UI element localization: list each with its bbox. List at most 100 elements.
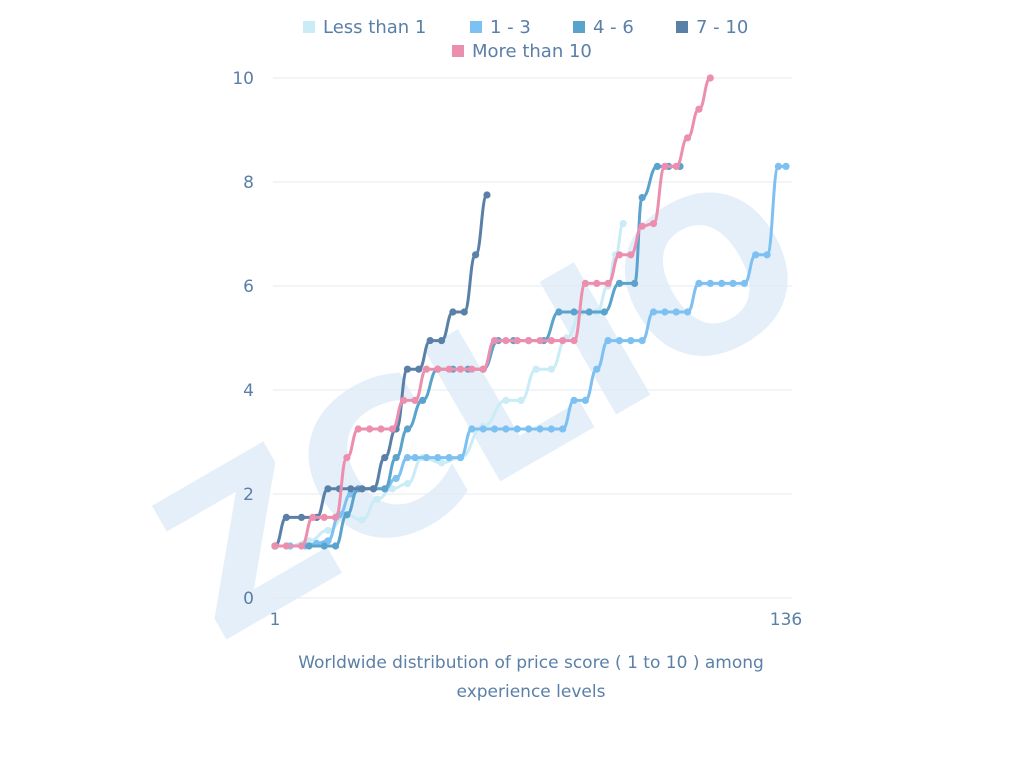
data-point: [763, 251, 771, 259]
legend-swatch: [303, 21, 315, 33]
data-point: [695, 279, 703, 287]
data-point: [695, 105, 703, 113]
data-point: [422, 454, 431, 462]
data-point: [331, 513, 340, 522]
legend-label: Less than 1: [323, 17, 426, 38]
plot-area: [271, 74, 790, 550]
legend: Less than 1 1 - 3 4 - 6 7 - 10 More than 10: [303, 17, 748, 62]
data-point: [740, 279, 748, 287]
data-point: [547, 425, 555, 433]
data-point: [324, 485, 332, 493]
data-point: [388, 425, 396, 433]
series-1: [271, 162, 790, 550]
x-axis-label: Worldwide distribution of price score ( …: [298, 653, 764, 702]
data-point: [282, 542, 290, 550]
data-point: [366, 425, 374, 433]
data-point: [559, 425, 567, 433]
data-point: [581, 396, 589, 404]
data-point: [653, 162, 661, 170]
y-tick-label: 0: [243, 589, 254, 609]
data-point: [320, 542, 328, 550]
legend-item[interactable]: Less than 1: [303, 17, 426, 38]
x-tick-label: 136: [770, 610, 802, 630]
data-point: [271, 542, 279, 550]
legend-label: 4 - 6: [593, 17, 634, 38]
data-point: [513, 425, 521, 433]
data-point: [468, 425, 476, 433]
legend-item[interactable]: 1 - 3: [470, 17, 531, 38]
data-point: [422, 365, 431, 373]
data-point: [403, 425, 412, 433]
legend-item[interactable]: More than 10: [452, 41, 592, 62]
legend-swatch: [452, 45, 464, 57]
y-tick-label: 10: [232, 69, 254, 89]
data-point: [547, 337, 555, 345]
data-point: [782, 162, 790, 170]
data-point: [649, 220, 658, 228]
data-point: [347, 485, 355, 493]
data-point: [615, 337, 624, 345]
data-point: [388, 485, 396, 493]
data-point: [672, 162, 680, 170]
data-point: [593, 365, 601, 373]
data-point: [683, 134, 692, 142]
data-point: [502, 396, 510, 404]
legend-label: 7 - 10: [696, 17, 748, 38]
data-point: [456, 365, 465, 373]
legend-swatch: [573, 21, 585, 33]
data-point: [649, 308, 658, 316]
x-axis-ticks: 1 136: [270, 610, 803, 630]
data-point: [638, 222, 646, 230]
data-point: [358, 516, 366, 524]
data-point: [426, 337, 434, 345]
x-axis-label-line: experience levels: [457, 682, 606, 702]
data-point: [547, 365, 555, 373]
data-point: [282, 513, 290, 522]
data-point: [729, 279, 737, 287]
legend-item[interactable]: 4 - 6: [573, 17, 634, 38]
data-point: [400, 396, 408, 404]
data-point: [570, 396, 578, 404]
data-point: [445, 454, 453, 462]
data-point: [619, 220, 627, 228]
data-point: [502, 425, 510, 433]
data-point: [415, 365, 423, 373]
data-point: [604, 337, 612, 345]
data-point: [532, 365, 540, 373]
data-point: [683, 308, 692, 316]
data-point: [630, 279, 639, 287]
data-point: [309, 513, 317, 522]
data-point: [638, 194, 646, 202]
data-point: [411, 396, 419, 404]
data-point: [581, 279, 589, 287]
x-axis-label-line: Worldwide distribution of price score ( …: [298, 653, 764, 673]
data-point: [373, 495, 381, 503]
data-point: [585, 308, 593, 316]
y-axis-ticks: 0 2 4 6 8 10: [232, 69, 254, 609]
data-point: [570, 337, 578, 345]
data-point: [615, 251, 624, 259]
legend-label: More than 10: [472, 41, 592, 62]
legend-label: 1 - 3: [490, 17, 531, 38]
legend-swatch: [676, 21, 688, 33]
data-point: [536, 425, 544, 433]
legend-swatch: [470, 21, 482, 33]
data-point: [460, 308, 468, 316]
data-point: [434, 365, 442, 373]
data-point: [615, 279, 624, 287]
data-point: [570, 308, 578, 316]
data-point: [320, 513, 328, 522]
data-point: [437, 459, 446, 467]
data-point: [672, 308, 680, 316]
data-point: [706, 74, 714, 82]
data-point: [297, 542, 306, 550]
data-point: [419, 396, 427, 404]
legend-item[interactable]: 7 - 10: [676, 17, 748, 38]
data-point: [752, 251, 760, 259]
y-tick-label: 6: [243, 277, 254, 297]
data-point: [403, 454, 412, 462]
data-point: [377, 425, 385, 433]
data-point: [490, 337, 499, 345]
data-point: [774, 162, 783, 170]
data-point: [343, 454, 351, 462]
